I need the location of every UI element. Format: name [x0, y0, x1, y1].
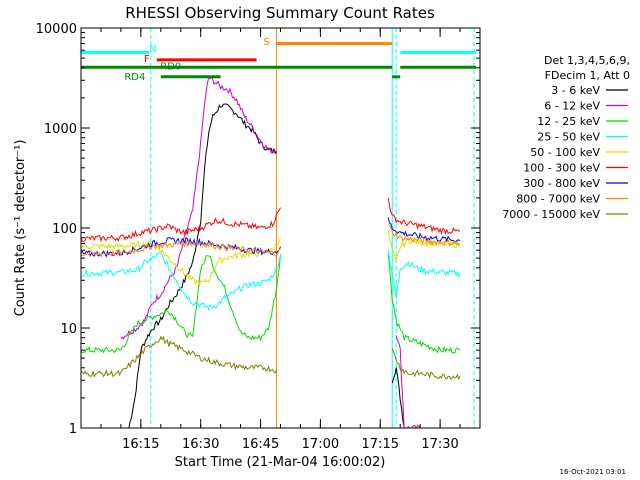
- series-3-6-kev-line-0: [128, 103, 277, 428]
- series-25-50-kev-line-0: [81, 251, 281, 312]
- timestamp: 16-Oct-2021 03:01: [560, 468, 626, 476]
- legend-label-800-7000-kev: 800 - 7000 keV: [516, 193, 600, 206]
- x-tick-label: 16:30: [182, 437, 219, 452]
- series-7000-15000-kev-line-0: [81, 335, 277, 378]
- series-100-300-kev-line-0: [81, 207, 281, 243]
- legend-label-12-25-kev: 12 - 25 keV: [537, 115, 600, 128]
- status-bars: NF S RD0 RD4: [81, 37, 477, 83]
- x-tick-label: 16:15: [122, 437, 159, 452]
- x-axis: 16:15 16:30 16:45 17:00 17:15 17:30: [80, 28, 481, 452]
- y-tick-label: 10000: [36, 22, 77, 37]
- x-tick-label: 17:30: [421, 437, 458, 452]
- y-axis-label: Count Rate (s⁻¹ detector⁻¹): [13, 140, 28, 317]
- legend-title-line: FDecim 1, Att 0: [545, 69, 630, 82]
- legend-label-25-50-kev: 25 - 50 keV: [537, 131, 600, 144]
- x-tick-label: 17:00: [302, 437, 339, 452]
- plot-area: NF S RD0 RD4: [80, 27, 481, 429]
- series-6-12-kev-line-1: [395, 335, 421, 428]
- status-bar-label-f: F: [144, 54, 150, 65]
- series-100-300-kev-line-1: [387, 197, 461, 235]
- series-3-6-kev-line-1: [391, 367, 405, 428]
- series-7000-15000-kev-line-1: [391, 348, 461, 381]
- y-axis: 1 10 100 1000 10000: [36, 22, 480, 437]
- y-tick-label: 1000: [44, 122, 77, 137]
- series-12-25-kev-line-1: [387, 254, 461, 354]
- legend: Det 1,3,4,5,6,9, FDecim 1, Att 0 3 - 6 keV…: [502, 54, 630, 221]
- series-25-50-kev-line-1: [387, 249, 461, 298]
- x-tick-label: 16:45: [242, 437, 279, 452]
- legend-label-3-6-kev: 3 - 6 keV: [551, 84, 600, 97]
- status-bar-label-rd0: RD0: [160, 62, 181, 73]
- x-tick-label: 17:15: [362, 437, 399, 452]
- vertical-marker-lines: [81, 28, 475, 428]
- legend-label-100-300-kev: 100 - 300 keV: [523, 162, 600, 175]
- series-layer: [81, 76, 461, 428]
- legend-label-6-12-kev: 6 - 12 keV: [544, 100, 600, 113]
- y-tick-label: 100: [52, 222, 77, 237]
- series-800-7000-kev-line-0: [81, 240, 281, 257]
- plot-frame: [80, 27, 481, 429]
- status-bar-label-s: S: [263, 37, 269, 48]
- legend-label-7000-15000-kev: 7000 - 15000 keV: [502, 208, 600, 221]
- x-axis-label: Start Time (21-Mar-04 16:00:02): [175, 455, 386, 470]
- series-12-25-kev-line-0: [81, 253, 281, 354]
- series-800-7000-kev-line-1: [387, 224, 461, 247]
- legend-label-50-100-kev: 50 - 100 keV: [530, 146, 600, 159]
- series-50-100-kev-line-0: [81, 237, 281, 288]
- chart-title: RHESSI Observing Summary Count Rates: [125, 4, 435, 22]
- status-bar-label-n: N: [149, 44, 156, 55]
- legend-label-300-800-kev: 300 - 800 keV: [523, 177, 600, 190]
- y-tick-label: 1: [69, 422, 77, 437]
- status-bar-label-rd4: RD4: [124, 72, 145, 83]
- series-6-12-kev-line-0: [120, 76, 277, 340]
- y-tick-label: 10: [60, 322, 77, 337]
- legend-title-line: Det 1,3,4,5,6,9,: [544, 54, 630, 67]
